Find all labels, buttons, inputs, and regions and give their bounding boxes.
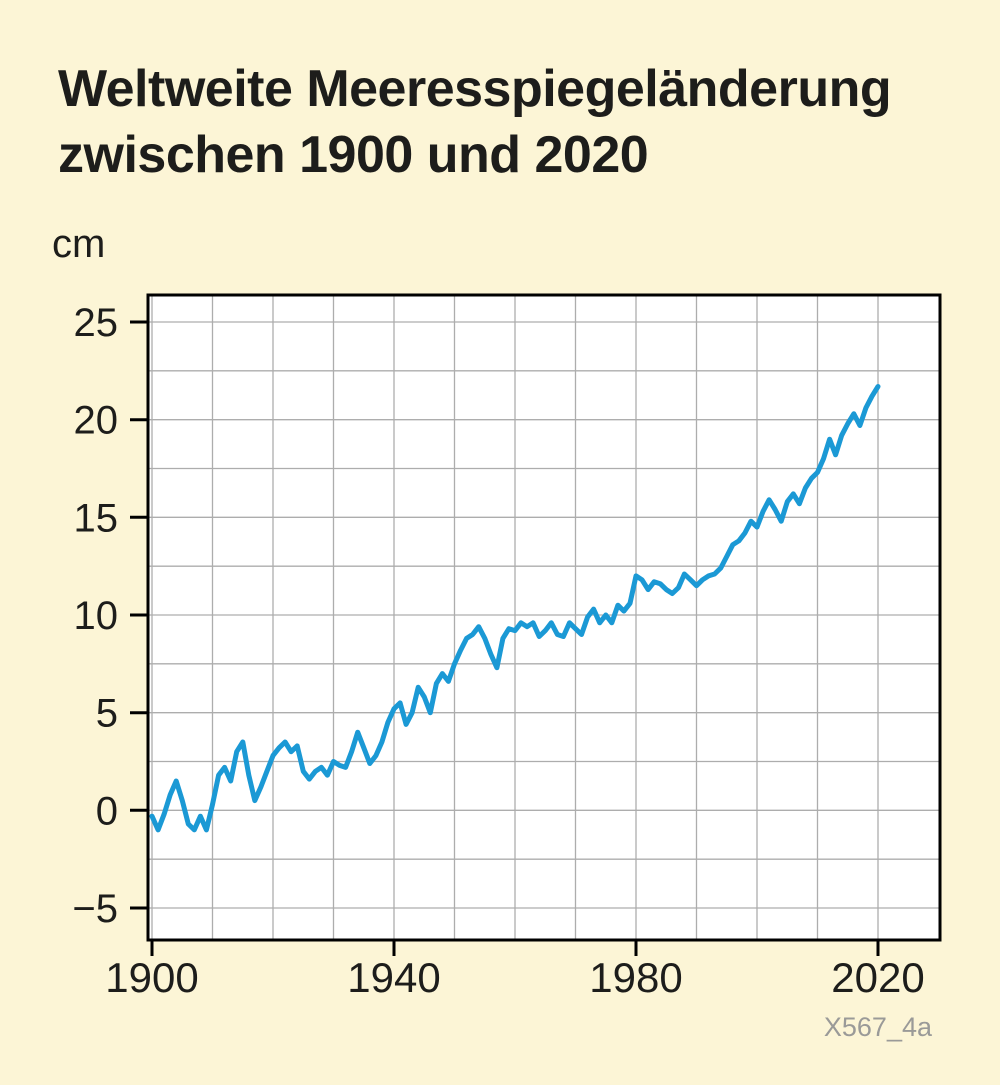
x-tick-label: 1900 xyxy=(105,954,198,1001)
y-tick-label: 25 xyxy=(74,301,119,345)
y-tick-label: −5 xyxy=(72,887,118,931)
plot-frame xyxy=(146,293,942,942)
sea-level-line xyxy=(149,384,881,833)
chart-title: Weltweite Meeresspiegeländerung zwischen… xyxy=(58,56,892,188)
x-tick-label: 1940 xyxy=(347,954,440,1001)
x-tick-label: 1980 xyxy=(589,954,682,1001)
y-tick-label: 10 xyxy=(74,594,119,638)
y-tick-label: 5 xyxy=(96,692,118,736)
y-tick-label: 0 xyxy=(96,789,118,833)
chart-title-line-1: Weltweite Meeresspiegeländerung xyxy=(58,60,892,118)
plot-area xyxy=(148,295,940,940)
y-axis-unit-label: cm xyxy=(52,222,106,266)
source-code-label: X567_4a xyxy=(823,1012,932,1042)
x-tick-label: 2020 xyxy=(831,954,924,1001)
y-tick-label: 15 xyxy=(74,496,119,540)
chart-title-line-2: zwischen 1900 und 2020 xyxy=(58,126,649,184)
y-tick-label: 20 xyxy=(74,399,119,443)
